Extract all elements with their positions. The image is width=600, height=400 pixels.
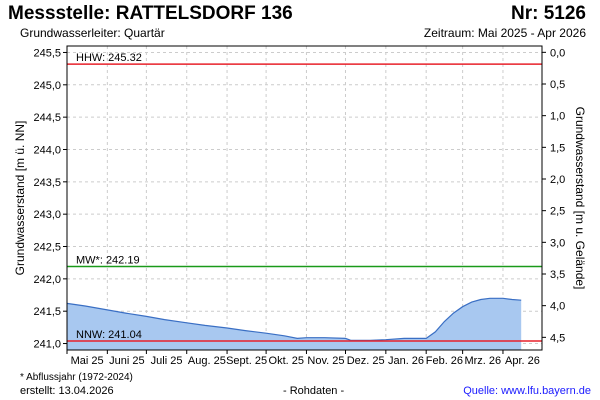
y2-tick-label: 1,0 <box>550 111 565 123</box>
x-tick-label: Mrz. 26 <box>464 355 501 367</box>
series-line <box>66 297 522 341</box>
axis-layer: 241,0 241,5 242,0 242,5 243,0 243,5 244,0 244,5… <box>33 47 565 367</box>
y2-tick-label: 2,0 <box>550 174 565 186</box>
y2-tick-label: 0,0 <box>550 47 565 59</box>
station-title: Messstelle: RATTELSDORF 136 <box>8 3 293 24</box>
y2-tick-label: 2,5 <box>550 206 565 218</box>
aquifer-label: Grundwasserleiter: Quartär <box>20 26 165 40</box>
y2-tick-label: 3,5 <box>550 269 565 281</box>
y-tick-label: 243,5 <box>33 177 61 189</box>
x-tick-label: Nov. 25 <box>307 355 344 367</box>
y-tick-label: 241,0 <box>33 339 61 351</box>
y-tick-label: 241,5 <box>33 306 61 318</box>
series-area <box>67 298 522 350</box>
y-tick-label: 242,5 <box>33 242 61 254</box>
reference-line-label: MW*: 242.19 <box>76 255 140 267</box>
y-tick-label: 243,0 <box>33 209 61 221</box>
reference-lines: HHW: 245.32 MW*: 242.19 NNW: 241.04 <box>67 52 542 342</box>
x-tick-label: Apr. 26 <box>505 355 540 367</box>
x-tick-label: Dez. 25 <box>347 355 385 367</box>
rawdata-note: - Rohdaten - <box>283 385 345 397</box>
y2-tick-label: 1,5 <box>550 142 565 154</box>
y-tick-label: 244,0 <box>33 144 61 156</box>
y2-tick-label: 4,5 <box>550 332 565 344</box>
y2-tick-label: 3,0 <box>550 237 565 249</box>
reference-line-label: NNW: 241.04 <box>76 329 142 341</box>
plot-frame <box>66 45 543 351</box>
series-layer <box>66 297 522 350</box>
created-date: erstellt: 13.04.2026 <box>20 385 114 397</box>
y-tick-label: 242,0 <box>33 274 61 286</box>
x-tick-label: Mai 25 <box>71 355 104 367</box>
x-tick-label: Feb. 26 <box>426 355 463 367</box>
station-number: Nr: 5126 <box>511 3 586 24</box>
y-tick-label: 245,5 <box>33 47 61 59</box>
y2-tick-label: 0,5 <box>550 79 565 91</box>
x-tick-label: Okt. 25 <box>269 355 304 367</box>
x-tick-label: Juli 25 <box>151 355 183 367</box>
y-tick-label: 245,0 <box>33 80 61 92</box>
y-axis-label: Grundwasserstand [m ü. NN] <box>13 121 27 276</box>
source-link[interactable]: Quelle: www.lfu.bayern.de <box>463 385 591 397</box>
y-tick-label: 244,5 <box>33 112 61 124</box>
footnote: * Abflussjahr (1972-2024) <box>20 372 133 383</box>
x-tick-label: Jan. 26 <box>388 355 424 367</box>
y2-axis-label: Grundwasserstand [m u. Gelände] <box>573 107 587 290</box>
reference-line-label: HHW: 245.32 <box>76 52 142 64</box>
x-tick-label: Sept. 25 <box>226 355 267 367</box>
x-tick-label: Juni 25 <box>109 355 144 367</box>
y2-tick-label: 4,0 <box>550 301 565 313</box>
period-label: Zeitraum: Mai 2025 - Apr 2026 <box>423 26 586 40</box>
x-tick-label: Aug. 25 <box>188 355 226 367</box>
